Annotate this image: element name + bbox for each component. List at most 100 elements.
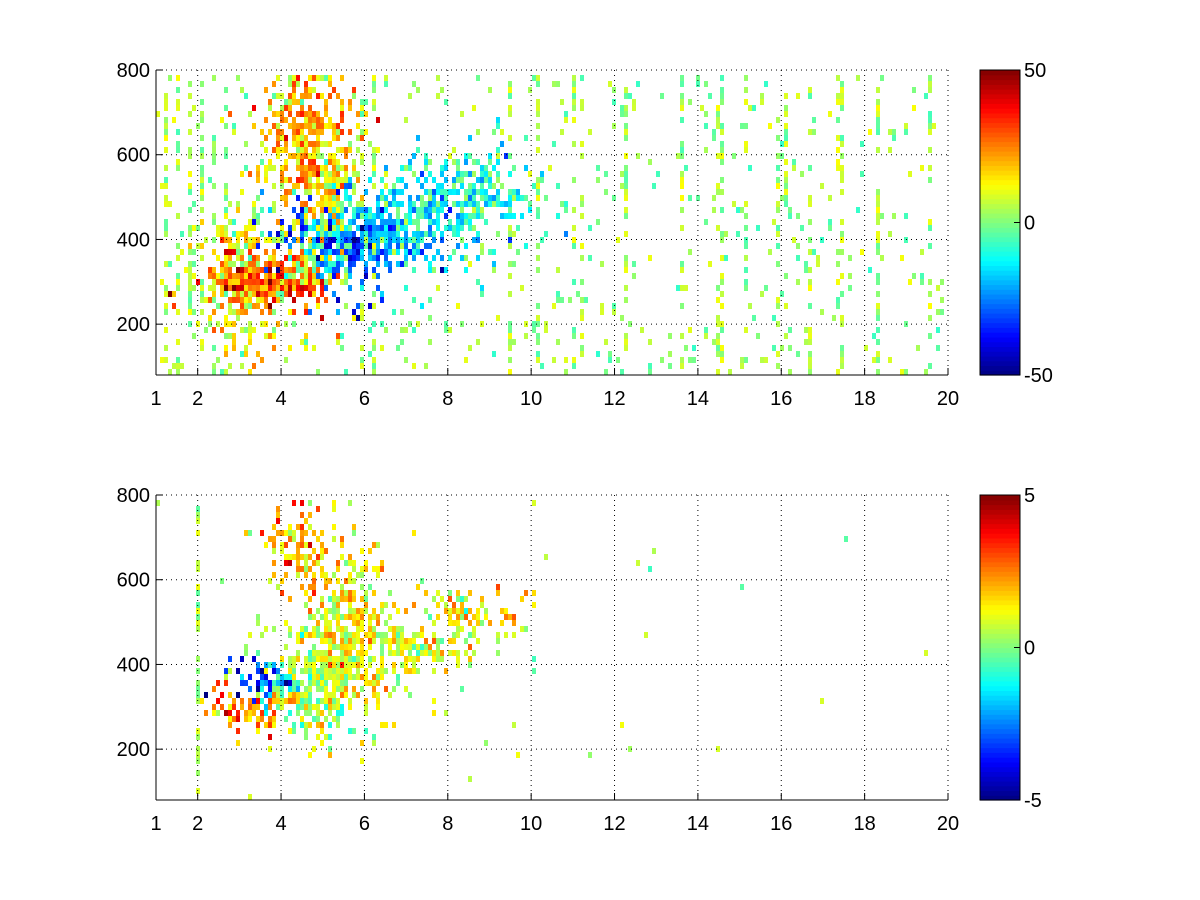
- heatmap-cell: [744, 147, 748, 153]
- heatmap-cell: [196, 566, 200, 572]
- heatmap-cell: [316, 261, 320, 267]
- heatmap-cell: [432, 698, 436, 704]
- heatmap-cell: [312, 219, 316, 225]
- heatmap-cell: [300, 339, 304, 345]
- heatmap-cell: [348, 219, 352, 225]
- heatmap-cell: [396, 261, 400, 267]
- colorbar-swatch: [980, 561, 1020, 568]
- colorbar-swatch: [980, 571, 1020, 577]
- heatmap-cell: [348, 249, 352, 255]
- heatmap-cell: [840, 291, 844, 297]
- heatmap-cell: [228, 710, 232, 716]
- heatmap-cell: [320, 141, 324, 147]
- heatmap-cell: [868, 267, 872, 273]
- heatmap-cell: [352, 219, 356, 225]
- heatmap-cell: [456, 243, 460, 249]
- heatmap-cell: [372, 153, 376, 159]
- heatmap-cell: [420, 303, 424, 309]
- heatmap-cell: [536, 123, 540, 129]
- heatmap-cell: [468, 183, 472, 189]
- colorbar-swatch: [980, 279, 1020, 286]
- heatmap-cell: [320, 632, 324, 638]
- colorbar-swatch: [980, 771, 1020, 777]
- heatmap-cell: [708, 93, 712, 99]
- heatmap-cell: [380, 207, 384, 213]
- heatmap-cell: [432, 650, 436, 656]
- heatmap-cell: [168, 75, 172, 81]
- heatmap-cell: [348, 674, 352, 680]
- heatmap-cell: [876, 237, 880, 243]
- heatmap-cell: [784, 123, 788, 129]
- heatmap-cell: [328, 237, 332, 243]
- heatmap-cell: [224, 369, 228, 375]
- heatmap-cell: [452, 249, 456, 255]
- heatmap-cell: [256, 728, 260, 734]
- heatmap-cell: [808, 303, 812, 309]
- heatmap-cell: [340, 225, 344, 231]
- heatmap-cell: [648, 339, 652, 345]
- heatmap-cell: [340, 710, 344, 716]
- heatmap-cell: [404, 165, 408, 171]
- heatmap-cell: [264, 261, 268, 267]
- colorbar-swatch: [980, 514, 1020, 520]
- heatmap-cell: [716, 333, 720, 339]
- heatmap-cell: [400, 626, 404, 632]
- heatmap-cell: [776, 363, 780, 369]
- heatmap-cell: [720, 159, 724, 165]
- heatmap-cell: [244, 273, 248, 279]
- colorbar-swatch: [980, 533, 1020, 539]
- heatmap-cell: [500, 213, 504, 219]
- heatmap-cell: [248, 111, 252, 117]
- heatmap-cell: [376, 255, 380, 261]
- heatmap-cell: [368, 249, 372, 255]
- heatmap-cell: [308, 554, 312, 560]
- heatmap-cell: [532, 668, 536, 674]
- heatmap-cell: [552, 303, 556, 309]
- heatmap-cell: [300, 171, 304, 177]
- heatmap-cell: [256, 698, 260, 704]
- heatmap-cell: [432, 638, 436, 644]
- heatmap-cell: [296, 548, 300, 554]
- heatmap-cell: [328, 93, 332, 99]
- heatmap-cell: [536, 81, 540, 87]
- heatmap-cell: [516, 189, 520, 195]
- heatmap-cell: [244, 327, 248, 333]
- heatmap-cell: [792, 159, 796, 165]
- heatmap-cell: [352, 608, 356, 614]
- heatmap-cell: [212, 327, 216, 333]
- heatmap-cell: [248, 674, 252, 680]
- heatmap-cell: [164, 201, 168, 207]
- heatmap-cell: [316, 153, 320, 159]
- heatmap-cell: [848, 255, 852, 261]
- heatmap-cell: [372, 267, 376, 273]
- heatmap-cell: [244, 345, 248, 351]
- heatmap-cell: [804, 327, 808, 333]
- heatmap-cell: [668, 333, 672, 339]
- heatmap-cell: [316, 656, 320, 662]
- heatmap-cell: [384, 327, 388, 333]
- heatmap-cell: [296, 147, 300, 153]
- heatmap-cell: [624, 153, 628, 159]
- heatmap-cell: [256, 237, 260, 243]
- heatmap-cell: [720, 189, 724, 195]
- heatmap-cell: [304, 566, 308, 572]
- heatmap-cell: [808, 357, 812, 363]
- heatmap-cell: [624, 87, 628, 93]
- heatmap-cell: [188, 111, 192, 117]
- heatmap-cell: [376, 698, 380, 704]
- heatmap-cell: [472, 213, 476, 219]
- colorbar-swatch: [980, 108, 1020, 114]
- heatmap-cell: [188, 207, 192, 213]
- heatmap-cell: [444, 189, 448, 195]
- heatmap-cell: [288, 692, 292, 698]
- heatmap-cell: [328, 638, 332, 644]
- heatmap-cell: [460, 602, 464, 608]
- heatmap-cell: [840, 81, 844, 87]
- y-tick-label: 600: [117, 145, 150, 167]
- heatmap-cell: [496, 147, 500, 153]
- heatmap-cell: [876, 309, 880, 315]
- heatmap-cell: [252, 123, 256, 129]
- heatmap-cell: [840, 231, 844, 237]
- heatmap-cell: [488, 159, 492, 165]
